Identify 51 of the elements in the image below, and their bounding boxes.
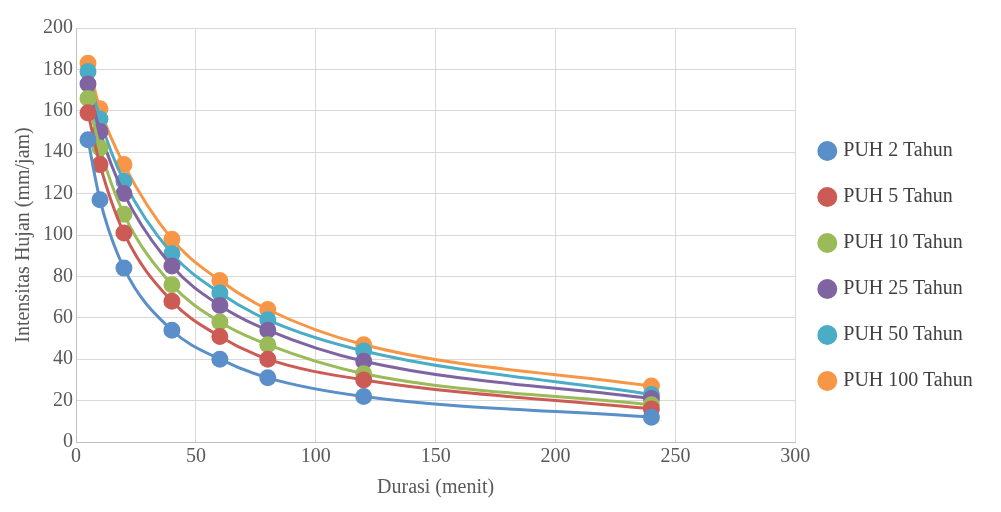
point [79,89,97,107]
point [211,313,229,331]
y-axis-title: Intensitas Hujan (mm/jam) [11,127,35,343]
point [211,296,229,314]
x-tick-label: 150 [420,444,451,467]
y-tick-label: 20 [53,387,73,410]
point [355,387,373,405]
point [355,371,373,389]
y-tick-label: 60 [53,305,73,328]
y-tick-label: 100 [43,222,73,245]
x-axis-title: Durasi (menit) [377,475,495,499]
legend-label: PUH 2 Tahun [843,138,953,161]
point [91,156,109,174]
point [115,224,133,242]
y-tick-label: 40 [53,346,73,369]
y-tick-label: 80 [53,263,73,286]
y-tick-label: 0 [63,429,73,452]
point [79,104,97,122]
x-tick-label: 250 [660,444,691,467]
x-tick-label: 100 [300,444,331,467]
point [91,191,109,209]
point [163,257,181,275]
point [211,327,229,345]
y-tick-label: 120 [43,180,73,203]
point [115,259,133,277]
point [259,369,277,387]
legend-label: PUH 5 Tahun [843,184,953,207]
legend-label: PUH 100 Tahun [843,368,973,391]
point [79,75,97,93]
point [163,292,181,310]
legend-label: PUH 50 Tahun [843,322,963,345]
y-tick-label: 160 [43,98,73,121]
point [163,321,181,339]
y-tick-label: 140 [43,139,73,162]
point [259,336,277,354]
point [163,230,181,248]
point [642,408,660,426]
x-tick-label: 300 [780,444,811,467]
point [259,321,277,339]
point [79,131,97,149]
x-tick-label: 200 [540,444,571,467]
point [115,205,133,223]
x-tick-label: 50 [185,444,206,467]
y-tick-label: 200 [43,15,73,38]
point [115,185,133,203]
legend-label: PUH 10 Tahun [843,230,963,253]
point [211,350,229,368]
legend-label: PUH 25 Tahun [843,276,963,299]
y-tick-label: 180 [43,56,73,79]
point [259,350,277,368]
point [163,276,181,294]
